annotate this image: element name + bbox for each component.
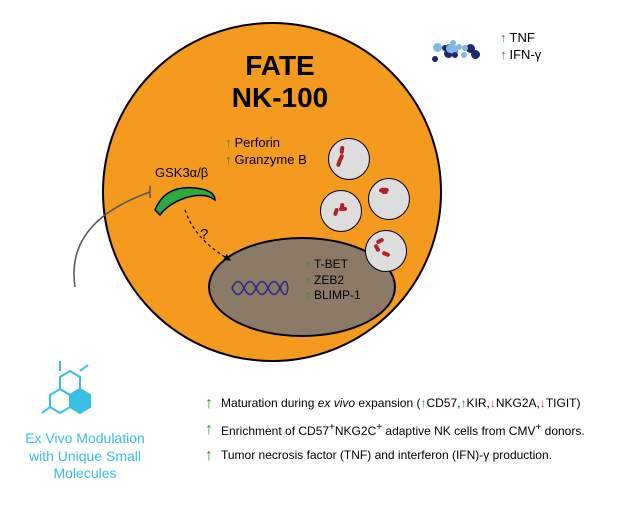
gsk3-label: GSK3α/β (155, 165, 208, 180)
ifng-label: IFN-γ (500, 47, 541, 64)
small-molecule-icon (30, 355, 110, 425)
up-arrow-icon: ↑ (205, 421, 213, 439)
vesicle-dot (452, 52, 458, 58)
bullet-text: Tumor necrosis factor (TNF) and interfer… (221, 447, 552, 465)
granule (328, 138, 370, 180)
granzyme-label: Granzyme B (225, 152, 307, 169)
granule (365, 230, 407, 272)
up-arrow-icon: ↑ (205, 447, 213, 465)
cytotoxic-labels: Perforin Granzyme B (225, 135, 307, 169)
vesicle-dot (471, 50, 480, 59)
transcription-factor-labels: T-BET ZEB2 BLIMP-1 (305, 257, 361, 304)
vesicle-dot (432, 56, 438, 62)
bullet-text: Maturation during ex vivo expansion (↑CD… (221, 395, 581, 413)
tnf-label: TNF (500, 30, 541, 47)
granule (368, 178, 410, 220)
small-molecule-caption: Ex Vivo Modulationwith Unique SmallMolec… (10, 430, 160, 483)
bullet-text: Enrichment of CD57+NKG2C+ adaptive NK ce… (221, 421, 585, 439)
title-line2: NK-100 (200, 82, 360, 114)
granule (320, 190, 362, 232)
inhibition-arrow (55, 182, 185, 302)
gsk-to-nucleus-arrow (175, 205, 255, 275)
bullet-list: ↑ Maturation during ex vivo expansion (↑C… (205, 395, 605, 472)
blimp1-label: BLIMP-1 (305, 288, 361, 304)
perforin-label: Perforin (225, 135, 307, 152)
bullet-item: ↑ Maturation during ex vivo expansion (↑C… (205, 395, 605, 413)
up-arrow-icon: ↑ (205, 395, 213, 413)
cell-title: FATE NK-100 (200, 50, 360, 114)
vesicle-dot (461, 52, 467, 58)
zeb2-label: ZEB2 (305, 273, 361, 289)
bullet-item: ↑ Enrichment of CD57+NKG2C+ adaptive NK c… (205, 421, 605, 439)
cytokine-labels: TNF IFN-γ (500, 30, 541, 64)
tbet-label: T-BET (305, 257, 361, 273)
bullet-item: ↑ Tumor necrosis factor (TNF) and interfe… (205, 447, 605, 465)
title-line1: FATE (200, 50, 360, 82)
diagram-stage: FATE NK-100 Perforin Granzyme B GSK3α/β … (0, 0, 640, 527)
dna-helix (230, 273, 290, 303)
